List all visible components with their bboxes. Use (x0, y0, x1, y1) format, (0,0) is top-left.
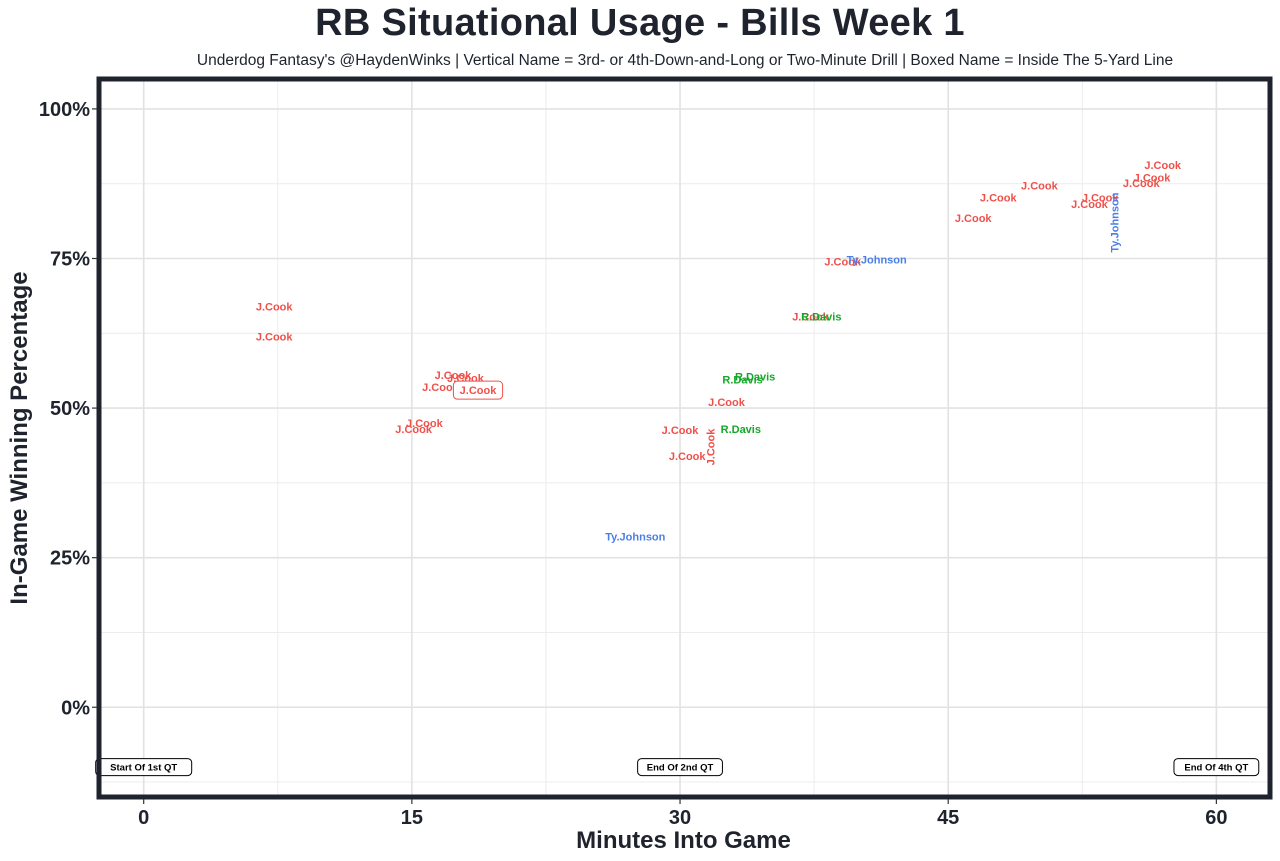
quarter-marker: Start Of 1st QT (95, 758, 193, 777)
point-label: J.Cook (1123, 178, 1161, 190)
data-point: Ty.Johnson (1109, 192, 1121, 252)
quarter-marker-label: End Of 4th QT (1184, 763, 1248, 774)
point-label: J.Cook (1134, 173, 1172, 185)
point-label: R.Davis (722, 374, 762, 386)
data-point: J.Cook (955, 213, 993, 225)
goal-line-box (452, 380, 504, 400)
point-label: R.Davis (801, 312, 841, 324)
data-point: J.Cook (824, 256, 862, 268)
y-tick-label: 25% (50, 548, 90, 570)
data-point: J.Cook (406, 418, 444, 430)
data-labels: Start Of 1st QT End Of 2nd QT End Of 4th Q… (95, 160, 1260, 777)
quarter-marker-box (1173, 758, 1260, 777)
data-point: R.Davis (721, 424, 761, 436)
data-point: J.Cook (1071, 199, 1109, 211)
data-point: R.Davis (735, 371, 775, 383)
y-tick-label: 100% (39, 99, 90, 121)
data-point: J.Cook (1144, 160, 1182, 172)
x-tick-label: 30 (669, 807, 691, 829)
point-label: J.Cook (1021, 181, 1059, 193)
x-tick-label: 45 (937, 807, 959, 829)
y-tick-label: 75% (50, 249, 90, 271)
y-tick-label: 0% (61, 697, 90, 719)
point-label: J.Cook (662, 425, 700, 437)
data-point: Ty.Johnson (847, 255, 907, 267)
data-point: J.Cook (395, 424, 433, 436)
point-label: J.Cook (980, 192, 1018, 204)
x-tick-label: 60 (1205, 807, 1227, 829)
data-point: J.Cook (256, 301, 294, 313)
data-point: R.Davis (801, 312, 841, 324)
quarter-marker-box (95, 758, 193, 777)
data-point: J.Cook (1123, 178, 1161, 190)
data-point: J.Cook (705, 428, 717, 466)
point-label: J.Cook (256, 301, 294, 313)
point-label: J.Cook (669, 451, 707, 463)
data-point: J.Cook (452, 380, 504, 400)
data-point: J.Cook (1021, 181, 1059, 193)
point-label: J.Cook (792, 312, 830, 324)
grid-lines (99, 79, 1270, 797)
point-label: J.Cook (395, 424, 433, 436)
data-point: J.Cook (422, 382, 460, 394)
point-label: J.Cook (435, 370, 473, 382)
quarter-marker-box (637, 758, 723, 777)
point-label: J.Cook (1082, 192, 1120, 204)
data-point: J.Cook (792, 312, 830, 324)
point-label: R.Davis (721, 424, 761, 436)
point-label: J.Cook (705, 428, 717, 466)
point-label: Ty.Johnson (847, 255, 907, 267)
quarter-marker: End Of 2nd QT (637, 758, 723, 777)
x-axis-title: Minutes Into Game (576, 827, 791, 854)
point-label: Ty.Johnson (1109, 192, 1121, 252)
point-label: J.Cook (824, 256, 862, 268)
point-label: J.Cook (422, 382, 460, 394)
quarter-marker-label: Start Of 1st QT (110, 763, 177, 774)
data-point: Ty.Johnson (605, 532, 665, 544)
data-point: J.Cook (435, 370, 473, 382)
chart-title: RB Situational Usage - Bills Week 1 (315, 2, 965, 44)
point-label: Ty.Johnson (605, 532, 665, 544)
point-label: J.Cook (1071, 199, 1109, 211)
x-axis-ticks: 0 15 30 45 60 (138, 799, 1227, 829)
data-point: J.Cook (256, 331, 294, 343)
point-label: J.Cook (955, 213, 993, 225)
quarter-marker-label: End Of 2nd QT (647, 763, 714, 774)
data-point: R.Davis (722, 374, 762, 386)
data-point: J.Cook (708, 397, 746, 409)
data-point: J.Cook (1082, 192, 1120, 204)
x-tick-label: 15 (401, 807, 423, 829)
point-label: J.Cook (406, 418, 444, 430)
y-tick-label: 50% (50, 398, 90, 420)
y-axis-ticks: 0% 25% 50% 75% 100% (39, 99, 97, 719)
data-point: J.Cook (669, 451, 707, 463)
chart-subtitle: Underdog Fantasy's @HaydenWinks | Vertic… (196, 52, 1174, 69)
data-point: J.Cook (662, 425, 700, 437)
data-point: J.Cook (980, 192, 1018, 204)
point-label: J.Cook (1144, 160, 1182, 172)
point-label: J.Cook (256, 331, 294, 343)
point-label: J.Cook (460, 385, 498, 397)
x-tick-label: 0 (138, 807, 149, 829)
y-axis-title: In-Game Winning Percentage (6, 271, 33, 604)
quarter-marker: End Of 4th QT (1173, 758, 1260, 777)
data-point: J.Cook (1134, 173, 1172, 185)
plot-border (96, 76, 1273, 800)
point-label: R.Davis (735, 371, 775, 383)
point-label: J.Cook (708, 397, 746, 409)
